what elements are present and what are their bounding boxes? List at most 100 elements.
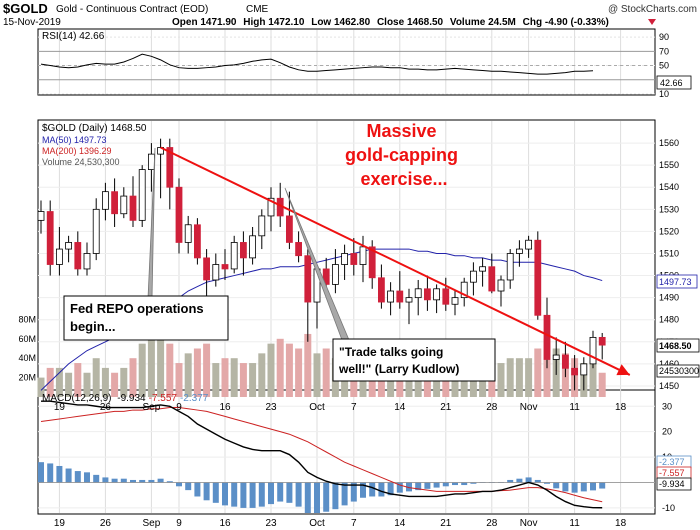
volume-bar [304, 333, 312, 397]
price-tick-label: 1550 [659, 160, 679, 170]
candle-body [433, 288, 441, 301]
price-tick-label: 1490 [659, 293, 679, 303]
candle-body [37, 211, 45, 221]
candle-body [562, 354, 569, 369]
volume-bar [92, 358, 100, 397]
volume-bar [193, 348, 201, 397]
x-tick-label: Oct [309, 402, 325, 413]
candle-body [488, 266, 496, 292]
macd-histogram-bar [286, 482, 293, 503]
volume-tick-label: 40M [18, 353, 36, 363]
date: 15-Nov-2019 [3, 17, 61, 28]
x-tick-label-macd: 16 [219, 518, 231, 529]
candle-body [295, 242, 303, 257]
candle-body [525, 239, 532, 250]
macd-histogram-bar [249, 482, 256, 508]
ohlc-row: Open 1471.90 High 1472.10 Low 1462.80 Cl… [172, 17, 609, 28]
macd-histogram-bar [553, 482, 560, 489]
candle-body [350, 253, 358, 265]
candle-body [359, 246, 367, 265]
macd-histogram-bar [84, 472, 90, 483]
candle-body [92, 208, 100, 254]
macd-histogram-bar [102, 477, 109, 483]
rsi-flag-text: 42.66 [660, 78, 683, 88]
chg-label: Chg [523, 17, 542, 28]
x-tick-label: 18 [615, 402, 627, 413]
candle-body [331, 264, 339, 285]
repo-line-1: Fed REPO operations [70, 301, 204, 316]
macd-histogram-bar [424, 482, 431, 489]
volume-bar [313, 353, 321, 397]
copyright: @ StockCharts.com [608, 4, 697, 15]
low-value: 1462.80 [334, 17, 371, 28]
candle-body [74, 242, 82, 270]
macd-histogram-bar [525, 477, 532, 483]
macd-line [41, 400, 603, 509]
macd-histogram-bar [194, 482, 201, 497]
x-tick-label-macd: 26 [100, 518, 112, 529]
macd-histogram-bar [323, 482, 330, 512]
ma200-legend: MA(200) 1396.29 [42, 146, 112, 156]
macd-signal-line [40, 407, 603, 503]
price-tick-label: 1530 [659, 204, 679, 214]
x-tick-label-macd: Oct [309, 518, 325, 529]
trade-line-2: well!" (Larry Kudlow) [338, 362, 459, 376]
x-tick-label: 21 [440, 402, 452, 413]
close-value-flag: 1468.50 [656, 338, 700, 353]
candle-body [230, 242, 238, 270]
macd-histogram-bar [314, 482, 320, 513]
macd-histogram-bar [268, 482, 274, 505]
callout-fed-repo-text: Fed REPO operations begin... [70, 301, 207, 334]
macd-histogram-bar [433, 482, 440, 488]
macd-flag-hist: -2.377 [659, 457, 685, 467]
volume-tick-label: 80M [18, 314, 36, 324]
macd-histogram-bar [406, 482, 412, 492]
candle-body [193, 224, 201, 259]
volume-bar [230, 358, 238, 397]
macd-histogram-bar [93, 474, 100, 483]
down-arrow-icon [648, 19, 656, 25]
macd-flag-macd: -9.934 [659, 479, 685, 489]
macd-histogram-bar [580, 482, 587, 492]
macd-histogram-bar [111, 478, 118, 483]
annotation-gold-capping: Massive gold-capping exercise... [345, 121, 463, 189]
macd-histogram-bar [304, 482, 311, 513]
candle-body [552, 354, 560, 360]
macd-histogram-bar [277, 482, 284, 502]
candle-body [111, 191, 118, 215]
volume-bar [295, 348, 303, 397]
candle-body [451, 297, 459, 305]
macd-histogram-bar [65, 468, 72, 483]
volume-bar [221, 358, 229, 397]
rsi-title: RSI(14) 42.66 [42, 31, 105, 42]
candlesticks [37, 138, 606, 391]
candle-body [396, 290, 404, 303]
x-tick-label: 16 [219, 402, 231, 413]
macd-histogram-bar [516, 478, 523, 483]
volume-bar [120, 367, 128, 397]
macd-histogram-bar [571, 482, 578, 493]
close-value: 1468.50 [407, 17, 444, 28]
x-tick-label-macd: 23 [265, 518, 277, 529]
macd-histogram-bar [544, 482, 550, 484]
volume-legend: Volume 24,530,300 [42, 157, 120, 167]
candle-body [258, 215, 266, 237]
candle-body [166, 147, 174, 188]
callout-trade-talks [332, 338, 496, 382]
candle-body [212, 264, 220, 281]
x-tick-label: Nov [520, 402, 538, 413]
candle-body [414, 288, 422, 299]
macd-tick-label: 30 [662, 401, 672, 411]
ma50-legend: MA(50) 1497.73 [42, 135, 107, 145]
candle-body [56, 248, 63, 265]
candle-body [304, 255, 312, 303]
x-tick-label-macd: Nov [520, 518, 538, 529]
macd-histogram-bar [185, 482, 192, 491]
macd-histogram-bar [295, 482, 302, 507]
volume-bar [157, 338, 165, 397]
macd-histogram-bar [120, 478, 127, 483]
price-tick-label: 1520 [659, 226, 679, 236]
macd-legend-signal: -7.557 [149, 393, 178, 404]
macd-histogram-bar [461, 482, 468, 486]
macd-histogram-bar [507, 479, 514, 483]
